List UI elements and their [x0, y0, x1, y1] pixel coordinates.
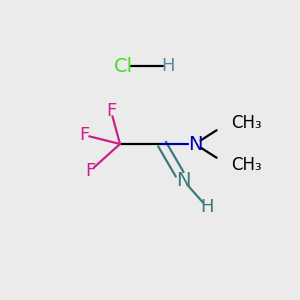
Text: H: H: [161, 57, 175, 75]
Text: F: F: [79, 126, 89, 144]
Text: F: F: [85, 162, 95, 180]
Text: N: N: [188, 134, 202, 154]
Text: CH₃: CH₃: [231, 114, 262, 132]
Text: N: N: [176, 170, 190, 190]
Text: CH₃: CH₃: [231, 156, 262, 174]
Text: Cl: Cl: [113, 56, 133, 76]
Text: H: H: [200, 198, 214, 216]
Text: F: F: [106, 102, 116, 120]
